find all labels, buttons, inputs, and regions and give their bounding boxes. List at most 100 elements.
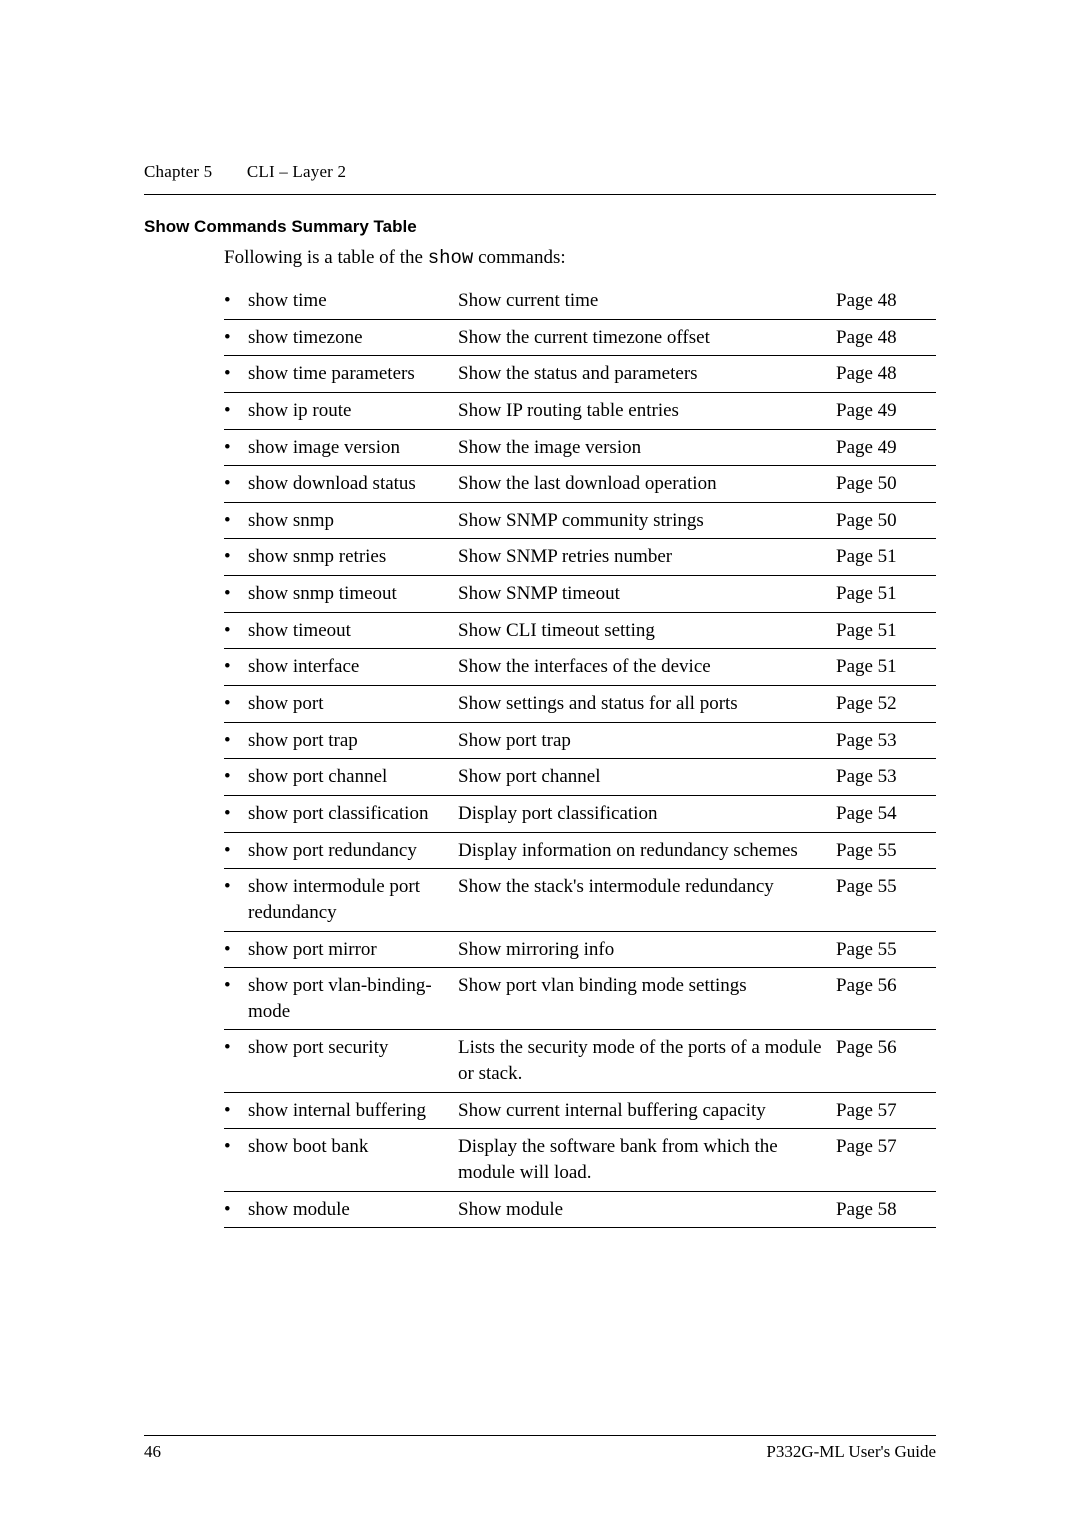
table-row: •show port classificationDisplay port cl… bbox=[224, 795, 936, 832]
bullet-icon: • bbox=[224, 502, 248, 539]
command-name: show snmp retries bbox=[248, 539, 458, 576]
table-row: •show timezoneShow the current timezone … bbox=[224, 319, 936, 356]
page-reference: Page 53 bbox=[836, 759, 936, 796]
page-reference: Page 50 bbox=[836, 466, 936, 503]
table-row: •show download statusShow the last downl… bbox=[224, 466, 936, 503]
page-reference: Page 48 bbox=[836, 356, 936, 393]
command-description: Show CLI timeout setting bbox=[458, 612, 836, 649]
guide-title: P332G-ML User's Guide bbox=[766, 1442, 936, 1462]
bullet-icon: • bbox=[224, 1129, 248, 1191]
command-description: Lists the security mode of the ports of … bbox=[458, 1030, 836, 1092]
chapter-number: Chapter 5 bbox=[144, 162, 212, 181]
intro-code: show bbox=[428, 247, 474, 269]
command-description: Show IP routing table entries bbox=[458, 392, 836, 429]
command-description: Show SNMP timeout bbox=[458, 576, 836, 613]
command-description: Show mirroring info bbox=[458, 931, 836, 968]
page-number: 46 bbox=[144, 1442, 161, 1462]
bullet-icon: • bbox=[224, 283, 248, 319]
table-row: •show timeShow current timePage 48 bbox=[224, 283, 936, 319]
command-name: show ip route bbox=[248, 392, 458, 429]
page-reference: Page 53 bbox=[836, 722, 936, 759]
bullet-icon: • bbox=[224, 319, 248, 356]
command-name: show intermodule port redundancy bbox=[248, 869, 458, 931]
command-name: show port trap bbox=[248, 722, 458, 759]
bullet-icon: • bbox=[224, 1092, 248, 1129]
command-name: show port bbox=[248, 686, 458, 723]
chapter-title: CLI – Layer 2 bbox=[247, 162, 346, 181]
table-row: •show port mirrorShow mirroring infoPage… bbox=[224, 931, 936, 968]
command-name: show boot bank bbox=[248, 1129, 458, 1191]
command-description: Show the last download operation bbox=[458, 466, 836, 503]
command-description: Show SNMP community strings bbox=[458, 502, 836, 539]
command-name: show snmp timeout bbox=[248, 576, 458, 613]
page-reference: Page 48 bbox=[836, 283, 936, 319]
page-reference: Page 50 bbox=[836, 502, 936, 539]
page-reference: Page 55 bbox=[836, 832, 936, 869]
command-name: show port redundancy bbox=[248, 832, 458, 869]
bullet-icon: • bbox=[224, 931, 248, 968]
table-row: •show internal bufferingShow current int… bbox=[224, 1092, 936, 1129]
command-description: Display port classification bbox=[458, 795, 836, 832]
table-row: •show time parametersShow the status and… bbox=[224, 356, 936, 393]
table-row: •show boot bankDisplay the software bank… bbox=[224, 1129, 936, 1191]
command-name: show port security bbox=[248, 1030, 458, 1092]
bullet-icon: • bbox=[224, 968, 248, 1030]
page-reference: Page 51 bbox=[836, 576, 936, 613]
page-reference: Page 49 bbox=[836, 429, 936, 466]
table-row: •show intermodule port redundancyShow th… bbox=[224, 869, 936, 931]
command-name: show port classification bbox=[248, 795, 458, 832]
bullet-icon: • bbox=[224, 576, 248, 613]
page-reference: Page 51 bbox=[836, 612, 936, 649]
bullet-icon: • bbox=[224, 869, 248, 931]
command-description: Show port channel bbox=[458, 759, 836, 796]
section-heading: Show Commands Summary Table bbox=[144, 217, 936, 237]
command-name: show download status bbox=[248, 466, 458, 503]
command-description: Show port vlan binding mode settings bbox=[458, 968, 836, 1030]
command-description: Display information on redundancy scheme… bbox=[458, 832, 836, 869]
intro-text: Following is a table of the show command… bbox=[224, 247, 936, 269]
bullet-icon: • bbox=[224, 612, 248, 649]
bullet-icon: • bbox=[224, 1191, 248, 1228]
table-row: •show port vlan-binding-modeShow port vl… bbox=[224, 968, 936, 1030]
page-reference: Page 58 bbox=[836, 1191, 936, 1228]
command-description: Show the image version bbox=[458, 429, 836, 466]
intro-prefix: Following is a table of the bbox=[224, 247, 428, 268]
command-description: Show the stack's intermodule redundancy bbox=[458, 869, 836, 931]
command-name: show timeout bbox=[248, 612, 458, 649]
bullet-icon: • bbox=[224, 832, 248, 869]
chapter-header: Chapter 5 CLI – Layer 2 bbox=[144, 162, 936, 182]
command-description: Show port trap bbox=[458, 722, 836, 759]
page-reference: Page 57 bbox=[836, 1092, 936, 1129]
page-reference: Page 55 bbox=[836, 931, 936, 968]
table-row: •show portShow settings and status for a… bbox=[224, 686, 936, 723]
command-description: Display the software bank from which the… bbox=[458, 1129, 836, 1191]
page-reference: Page 49 bbox=[836, 392, 936, 429]
command-name: show timezone bbox=[248, 319, 458, 356]
command-name: show module bbox=[248, 1191, 458, 1228]
table-row: •show snmp timeoutShow SNMP timeoutPage … bbox=[224, 576, 936, 613]
bullet-icon: • bbox=[224, 649, 248, 686]
bullet-icon: • bbox=[224, 686, 248, 723]
command-description: Show current time bbox=[458, 283, 836, 319]
command-description: Show the current timezone offset bbox=[458, 319, 836, 356]
bullet-icon: • bbox=[224, 722, 248, 759]
table-row: •show timeoutShow CLI timeout settingPag… bbox=[224, 612, 936, 649]
page-reference: Page 56 bbox=[836, 1030, 936, 1092]
page-footer: 46 P332G-ML User's Guide bbox=[144, 1435, 936, 1462]
command-name: show port mirror bbox=[248, 931, 458, 968]
command-name: show time parameters bbox=[248, 356, 458, 393]
page-reference: Page 56 bbox=[836, 968, 936, 1030]
table-row: •show ip routeShow IP routing table entr… bbox=[224, 392, 936, 429]
table-row: •show snmp retriesShow SNMP retries numb… bbox=[224, 539, 936, 576]
page-reference: Page 51 bbox=[836, 539, 936, 576]
table-row: •show port redundancyDisplay information… bbox=[224, 832, 936, 869]
command-name: show image version bbox=[248, 429, 458, 466]
page-reference: Page 57 bbox=[836, 1129, 936, 1191]
command-description: Show settings and status for all ports bbox=[458, 686, 836, 723]
bullet-icon: • bbox=[224, 1030, 248, 1092]
bullet-icon: • bbox=[224, 759, 248, 796]
table-row: •show port securityLists the security mo… bbox=[224, 1030, 936, 1092]
command-description: Show the interfaces of the device bbox=[458, 649, 836, 686]
bullet-icon: • bbox=[224, 539, 248, 576]
table-row: •show image versionShow the image versio… bbox=[224, 429, 936, 466]
